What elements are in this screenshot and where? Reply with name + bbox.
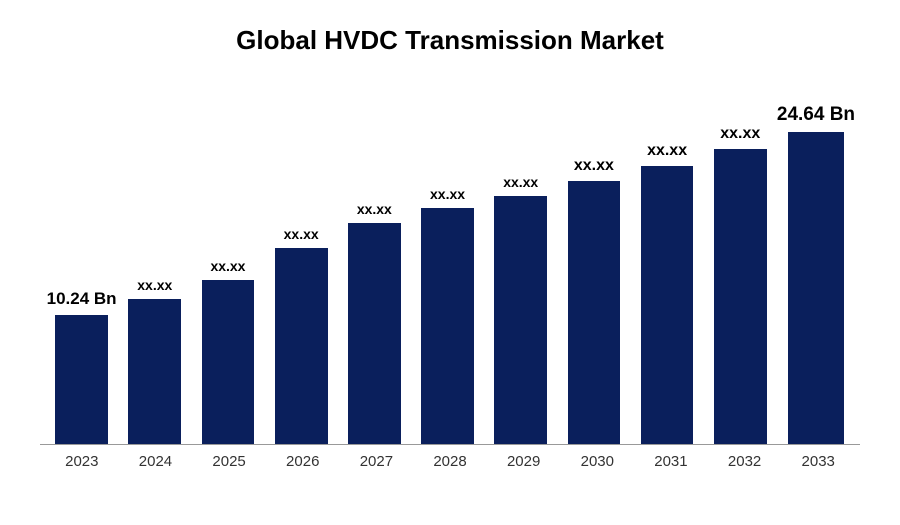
bar <box>128 299 181 444</box>
x-axis-label: 2023 <box>45 445 119 475</box>
bar-value-label: xx.xx <box>574 157 614 175</box>
x-axis-label: 2033 <box>781 445 855 475</box>
chart-container: 10.24 Bn xx.xx xx.xx xx.xx xx.xx xx.xx xx.xx xx… <box>40 90 860 475</box>
bar-value-label: xx.xx <box>137 277 172 293</box>
bar <box>641 166 694 444</box>
x-axis-label: 2026 <box>266 445 340 475</box>
plot-area: 10.24 Bn xx.xx xx.xx xx.xx xx.xx xx.xx xx.xx xx… <box>40 90 860 445</box>
x-axis-label: 2024 <box>119 445 193 475</box>
x-axis-label: 2027 <box>340 445 414 475</box>
bar <box>788 132 844 444</box>
bar-value-label: xx.xx <box>503 174 538 190</box>
bar-group: xx.xx <box>411 90 484 444</box>
bar-group: xx.xx <box>557 90 630 444</box>
bar-value-label: xx.xx <box>720 125 760 143</box>
x-axis-label: 2032 <box>708 445 782 475</box>
bar-group: xx.xx <box>631 90 704 444</box>
bar-group: xx.xx <box>191 90 264 444</box>
chart-title: Global HVDC Transmission Market <box>0 0 900 56</box>
bar-group: xx.xx <box>484 90 557 444</box>
x-axis: 2023202420252026202720282029203020312032… <box>40 445 860 475</box>
bar-value-label: xx.xx <box>647 142 687 160</box>
bar <box>421 208 474 444</box>
bar-group: xx.xx <box>704 90 777 444</box>
bar-value-label: xx.xx <box>357 201 392 217</box>
bar <box>714 149 767 444</box>
x-axis-label: 2029 <box>487 445 561 475</box>
bar-group: 10.24 Bn <box>45 90 118 444</box>
bar-value-label: xx.xx <box>430 186 465 202</box>
bar-group: 24.64 Bn <box>777 90 855 444</box>
bar <box>348 223 401 444</box>
bar <box>568 181 621 444</box>
bar-group: xx.xx <box>265 90 338 444</box>
bar-value-label: xx.xx <box>210 258 245 274</box>
bar-value-label: xx.xx <box>284 226 319 242</box>
bar-value-label: 10.24 Bn <box>47 289 117 309</box>
x-axis-label: 2030 <box>560 445 634 475</box>
x-axis-label: 2031 <box>634 445 708 475</box>
bar <box>202 280 255 444</box>
x-axis-label: 2028 <box>413 445 487 475</box>
bar-group: xx.xx <box>338 90 411 444</box>
bar <box>55 315 108 444</box>
bar-group: xx.xx <box>118 90 191 444</box>
bar-value-label: 24.64 Bn <box>777 104 855 126</box>
bars-group: 10.24 Bn xx.xx xx.xx xx.xx xx.xx xx.xx xx.xx xx… <box>40 90 860 444</box>
x-axis-label: 2025 <box>192 445 266 475</box>
bar <box>494 196 547 444</box>
bar <box>275 248 328 444</box>
